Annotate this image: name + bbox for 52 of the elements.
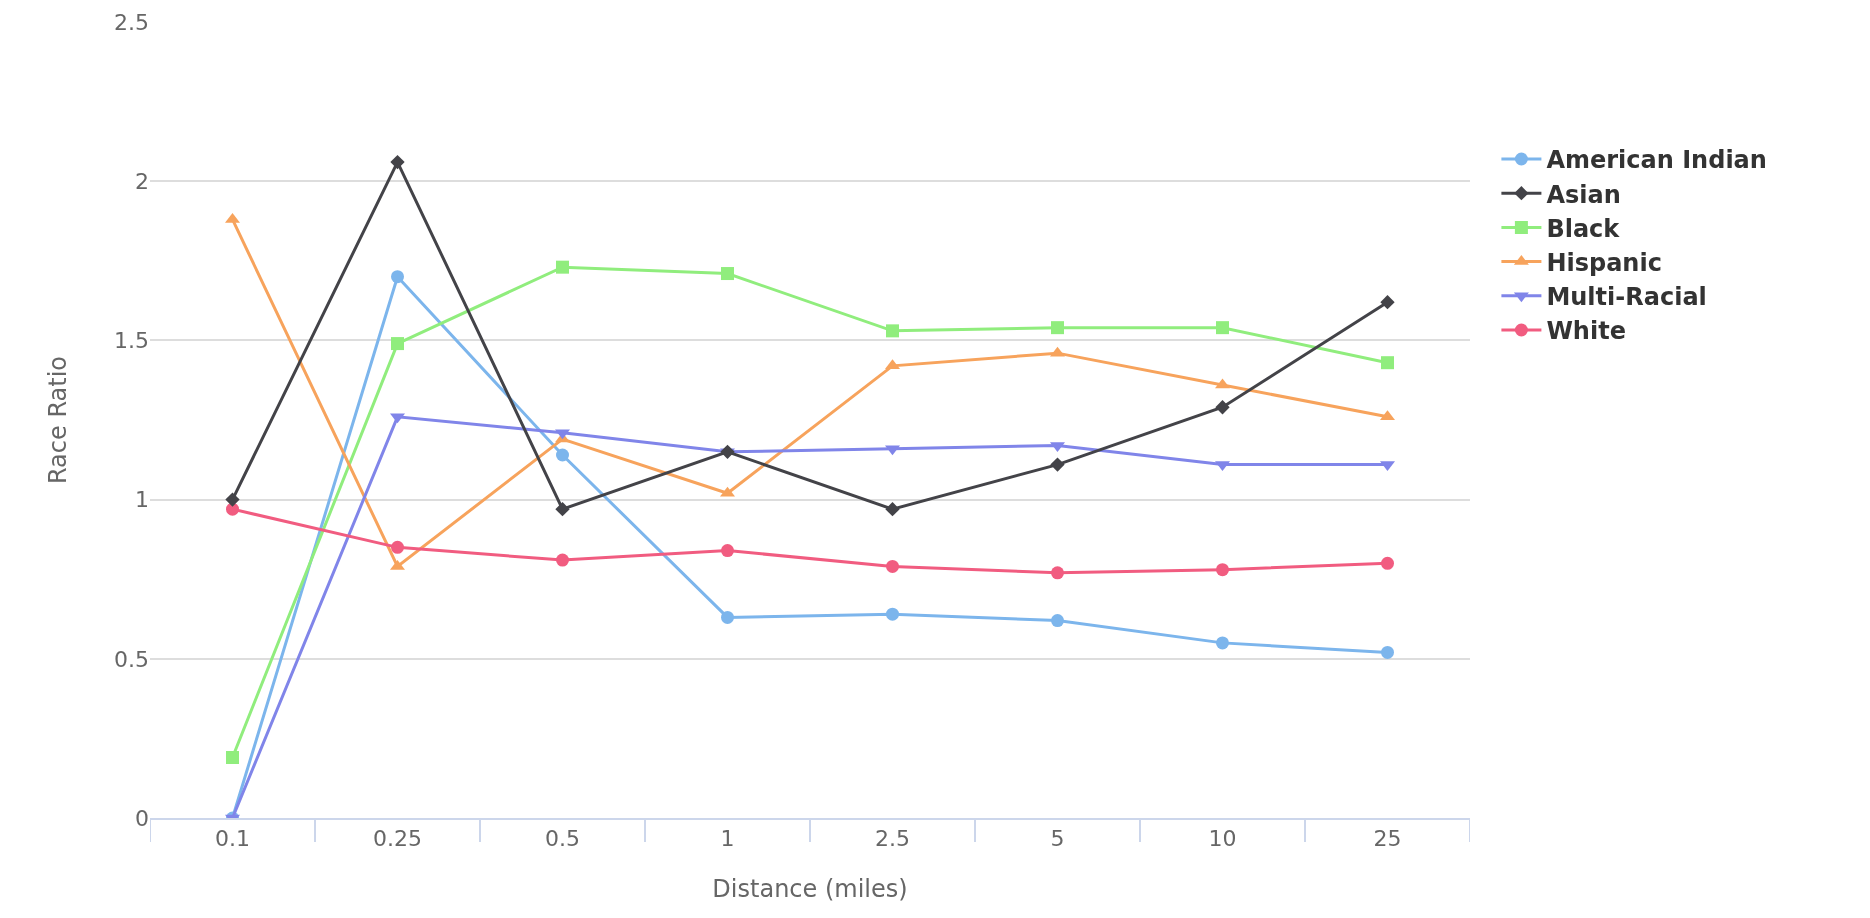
point — [556, 553, 569, 567]
point — [721, 267, 734, 281]
legend-label: Hispanic — [1546, 248, 1662, 277]
point — [390, 154, 405, 170]
x-axis-title: Distance (miles) — [712, 875, 908, 904]
point — [1051, 614, 1064, 628]
x-tick-label: 0.1 — [215, 826, 250, 852]
point — [1381, 356, 1394, 370]
point — [556, 448, 569, 462]
x-tick-label: 25 — [1373, 826, 1402, 852]
y-tick-label: 2 — [135, 168, 149, 194]
point — [1215, 400, 1230, 415]
x-tick-label: 0.25 — [373, 826, 422, 852]
point — [721, 610, 734, 624]
point — [1050, 457, 1065, 472]
point — [556, 260, 569, 274]
point — [1381, 556, 1394, 570]
point — [1216, 563, 1229, 577]
y-tick-label: 0.5 — [114, 646, 149, 672]
y-tick-label: 1 — [135, 487, 149, 513]
legend-label: White — [1546, 317, 1626, 346]
point — [225, 492, 240, 507]
point — [226, 751, 239, 764]
x-tick-label: 1 — [720, 826, 735, 852]
y-tick-label: 1.5 — [114, 328, 149, 354]
point — [1216, 321, 1229, 335]
x-tick-label: 5 — [1050, 826, 1065, 852]
point — [555, 502, 570, 517]
legend-label: Black — [1546, 214, 1621, 243]
point — [720, 444, 735, 459]
x-tick-label: 2.5 — [875, 826, 910, 852]
y-tick-label: 2.5 — [114, 9, 149, 35]
legend-label: Multi-Racial — [1546, 283, 1707, 312]
point — [391, 270, 404, 284]
legend-label: Asian — [1546, 180, 1621, 209]
point — [391, 540, 404, 554]
point — [721, 544, 734, 558]
point — [391, 337, 404, 351]
point — [1051, 321, 1064, 335]
point — [1381, 645, 1394, 659]
legend-label: American Indian — [1546, 146, 1767, 175]
point — [886, 607, 899, 621]
y-tick-label: 0 — [135, 805, 149, 831]
point — [1051, 566, 1064, 580]
x-tick-label: 0.5 — [545, 826, 580, 852]
point — [886, 324, 899, 338]
point — [885, 502, 900, 517]
point — [886, 559, 899, 573]
point — [1380, 295, 1395, 310]
point — [1216, 636, 1229, 650]
x-tick-label: 10 — [1208, 826, 1237, 852]
y-axis-title: Race Ratio — [44, 355, 73, 485]
